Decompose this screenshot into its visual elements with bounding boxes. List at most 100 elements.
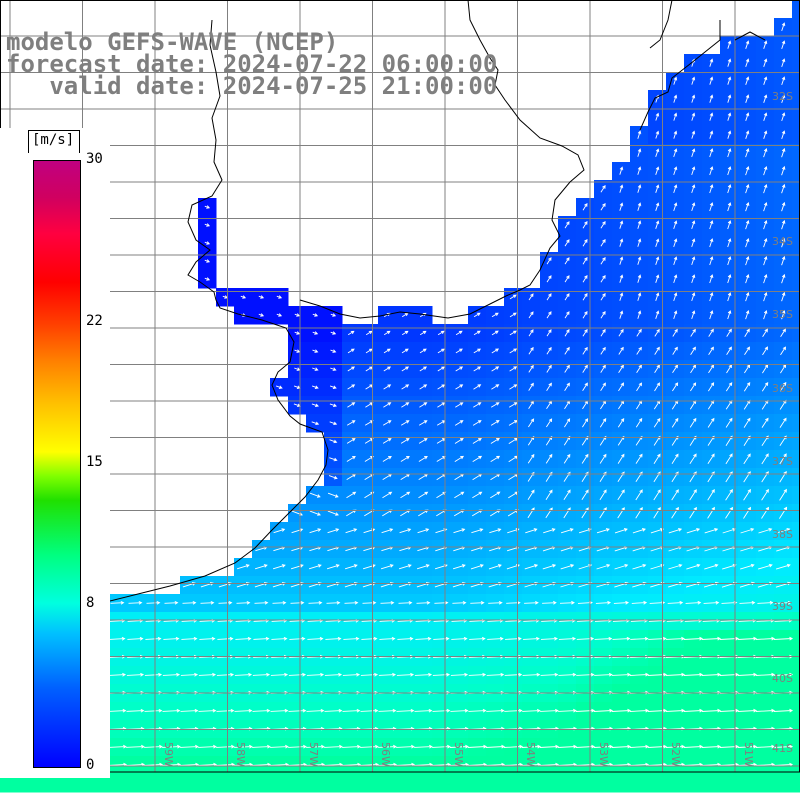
latitude-label: 36S — [772, 382, 793, 395]
wind-arrow — [673, 184, 678, 194]
wind-cell — [792, 126, 800, 145]
wind-cell — [234, 774, 253, 793]
wind-arrow — [600, 328, 606, 337]
wind-arrow — [582, 418, 589, 428]
wind-arrow — [761, 382, 769, 392]
wind-arrow — [727, 94, 732, 103]
wind-cell — [180, 774, 199, 793]
wind-cell — [54, 774, 73, 793]
wind-arrow — [382, 456, 392, 462]
wind-arrow — [400, 491, 411, 499]
wind-arrow — [744, 346, 751, 356]
wind-arrow — [725, 506, 734, 519]
wind-arrow — [218, 600, 233, 605]
wind-arrow — [418, 420, 428, 426]
wind-arrow — [488, 564, 502, 570]
wind-arrow — [401, 384, 410, 390]
wind-arrow — [344, 564, 358, 570]
wind-arrow — [288, 672, 307, 677]
wind-arrow — [618, 346, 624, 355]
wind-arrow — [379, 636, 396, 641]
wind-cell — [792, 360, 800, 379]
wind-arrow — [419, 348, 427, 354]
title-model: modelo GEFS-WAVE (NCEP) — [6, 28, 339, 56]
wind-cell — [792, 342, 800, 361]
wind-arrow — [127, 636, 144, 641]
wind-cell — [792, 0, 800, 19]
wind-arrow — [473, 366, 482, 372]
wind-arrow — [144, 708, 163, 713]
wind-arrow — [564, 311, 570, 319]
wind-arrow — [128, 600, 143, 605]
wind-arrow — [471, 528, 484, 534]
wind-arrow — [401, 366, 410, 372]
wind-arrow — [725, 489, 733, 501]
wind-arrow — [563, 489, 571, 501]
wind-arrow — [781, 147, 786, 158]
wind-cell — [468, 774, 487, 793]
wind-arrow — [726, 346, 732, 356]
wind-arrow — [707, 506, 715, 519]
wind-cell — [288, 774, 307, 793]
wind-arrow — [437, 330, 445, 336]
wind-arrow — [636, 328, 642, 337]
wind-arrow — [330, 367, 337, 371]
wind-arrow — [757, 563, 773, 570]
wind-arrow — [745, 273, 750, 284]
wind-arrow — [180, 672, 199, 677]
wind-arrow — [727, 238, 732, 248]
wind-cell — [792, 72, 800, 91]
wind-arrow — [216, 708, 235, 713]
wind-arrow — [418, 491, 429, 499]
wind-arrow — [126, 708, 145, 713]
wind-arrow — [528, 364, 534, 373]
wind-arrow — [781, 22, 786, 32]
wind-arrow — [708, 328, 714, 337]
latitude-label: 38S — [772, 528, 793, 541]
wind-cell — [684, 774, 703, 793]
wind-arrow — [468, 708, 487, 713]
wind-arrow — [781, 130, 786, 140]
wind-cell — [378, 774, 397, 793]
wind-arrow — [686, 563, 701, 570]
wind-arrow — [708, 364, 715, 374]
wind-cell — [396, 774, 415, 793]
wind-arrow — [673, 220, 678, 230]
wind-arrow — [743, 453, 751, 465]
wind-arrow — [564, 328, 570, 337]
wind-arrow — [691, 274, 696, 284]
wind-cell — [738, 774, 757, 793]
wind-arrow — [294, 331, 301, 335]
wind-arrow — [522, 672, 541, 677]
wind-cell — [792, 18, 800, 37]
wind-arrow — [509, 312, 517, 318]
wind-arrow — [163, 636, 180, 641]
wind-arrow — [691, 166, 696, 176]
wind-arrow — [737, 744, 758, 749]
wind-arrow — [781, 291, 786, 302]
wind-cell — [792, 504, 800, 523]
wind-arrow — [776, 527, 791, 534]
wind-arrow — [673, 112, 678, 121]
wind-arrow — [647, 708, 668, 713]
wind-arrow — [781, 255, 786, 266]
wind-arrow — [600, 275, 606, 283]
wind-cell — [792, 108, 800, 127]
wind-arrow — [325, 636, 342, 641]
wind-arrow — [763, 220, 768, 230]
wind-arrow — [743, 417, 751, 428]
wind-cell — [792, 144, 800, 163]
wind-arrow — [401, 312, 409, 318]
wind-arrow — [745, 58, 750, 67]
wind-arrow — [342, 744, 361, 749]
wind-arrow — [347, 330, 355, 336]
wind-arrow — [542, 600, 557, 605]
wind-arrow — [539, 744, 560, 749]
wind-cell — [756, 774, 775, 793]
wind-cell — [666, 774, 685, 793]
wind-arrow — [505, 636, 522, 641]
wind-arrow — [489, 528, 502, 534]
wind-arrow — [745, 130, 750, 139]
wind-arrow — [288, 744, 307, 749]
